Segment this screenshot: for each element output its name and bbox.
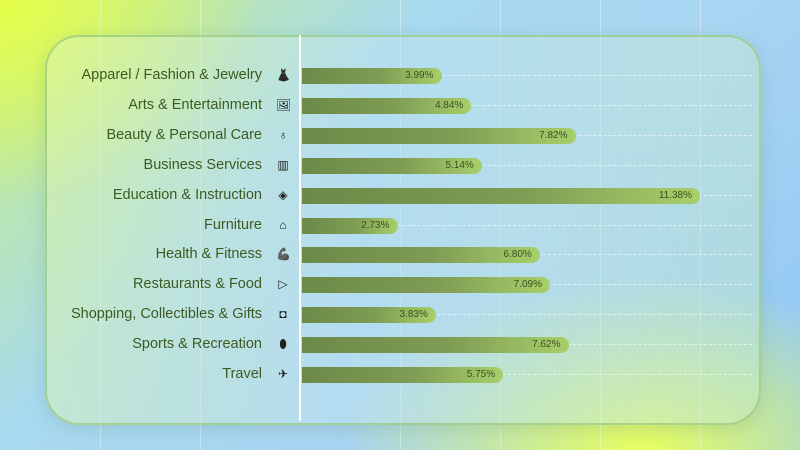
- bar: 7.09%: [302, 277, 550, 294]
- bar-row: Restaurants & Food ▷ 7.09%: [0, 270, 800, 300]
- bar: 2.73%: [302, 217, 398, 234]
- bar: 3.99%: [302, 68, 442, 84]
- shopping-bag-icon: ◘: [279, 307, 287, 322]
- bar-row: Shopping, Collectibles & Gifts ◘ 3.83%: [0, 300, 800, 330]
- row-guide: [302, 374, 752, 375]
- bar-row: Education & Instruction ◈ 11.38%: [0, 181, 800, 211]
- category-label: Restaurants & Food: [133, 276, 262, 293]
- category-label: Arts & Entertainment: [128, 96, 262, 113]
- bar: 7.62%: [302, 337, 569, 354]
- pizza-slice-icon: ▷: [278, 277, 288, 292]
- football-icon: ⬮: [279, 337, 287, 352]
- category-label: Health & Fitness: [155, 246, 262, 263]
- value-label: 11.38%: [658, 189, 692, 201]
- category-label: Shopping, Collectibles & Gifts: [70, 306, 262, 323]
- bar: 6.80%: [302, 247, 540, 264]
- picture-frame-icon: 🖼: [276, 97, 292, 112]
- bar-row: Sports & Recreation ⬮ 7.62%: [0, 330, 800, 360]
- value-label: 4.84%: [434, 99, 464, 111]
- bar: 5.14%: [302, 157, 482, 174]
- row-guide: [302, 104, 752, 106]
- category-label: Furniture: [203, 216, 262, 233]
- bar: 3.83%: [302, 307, 436, 324]
- bar: 11.38%: [302, 187, 700, 204]
- value-label: 2.73%: [361, 219, 390, 231]
- bar-row: Health & Fitness 💪 6.80%: [0, 240, 800, 270]
- sofa-icon: ⌂: [279, 217, 287, 232]
- value-label: 6.80%: [503, 249, 532, 261]
- row-guide: [302, 314, 752, 316]
- bar: 5.75%: [302, 367, 504, 383]
- axis-divider: [299, 35, 301, 421]
- bar-row: Arts & Entertainment 🖼 4.84%: [0, 91, 800, 121]
- bar-row: Business Services ▥ 5.14%: [0, 151, 800, 181]
- bar: 7.82%: [302, 127, 576, 144]
- value-label: 3.99%: [405, 70, 434, 81]
- value-label: 7.82%: [539, 129, 568, 141]
- dress-icon: 👗: [276, 68, 291, 82]
- row-guide: [302, 164, 752, 166]
- category-label: Beauty & Personal Care: [106, 126, 262, 143]
- category-label: Education & Instruction: [112, 186, 262, 203]
- category-label: Business Services: [143, 156, 262, 173]
- category-label: Travel: [222, 366, 262, 382]
- category-label: Sports & Recreation: [132, 336, 262, 353]
- category-label: Apparel / Fashion & Jewelry: [81, 67, 262, 83]
- value-label: 5.75%: [466, 369, 496, 380]
- bar: 4.84%: [302, 97, 472, 114]
- value-label: 7.09%: [513, 279, 542, 291]
- value-label: 5.14%: [445, 159, 474, 171]
- cosmetics-icon: ♁: [278, 127, 288, 142]
- bar-row: Furniture ⌂ 2.73%: [0, 211, 800, 241]
- graduation-cap-icon: ◈: [278, 187, 288, 202]
- row-guide: [302, 224, 752, 226]
- value-label: 3.83%: [399, 309, 428, 321]
- bar-row: Apparel / Fashion & Jewelry 👗 3.99%: [0, 61, 800, 91]
- muscle-arm-icon: 💪: [276, 247, 291, 262]
- airplane-icon: ✈: [277, 367, 289, 381]
- bar-row: Travel ✈ 5.75%: [0, 360, 800, 390]
- value-label: 7.62%: [532, 339, 561, 351]
- bar-row: Beauty & Personal Care ♁ 7.82%: [0, 121, 800, 151]
- building-icon: ▥: [277, 157, 289, 172]
- row-guide: [302, 75, 752, 76]
